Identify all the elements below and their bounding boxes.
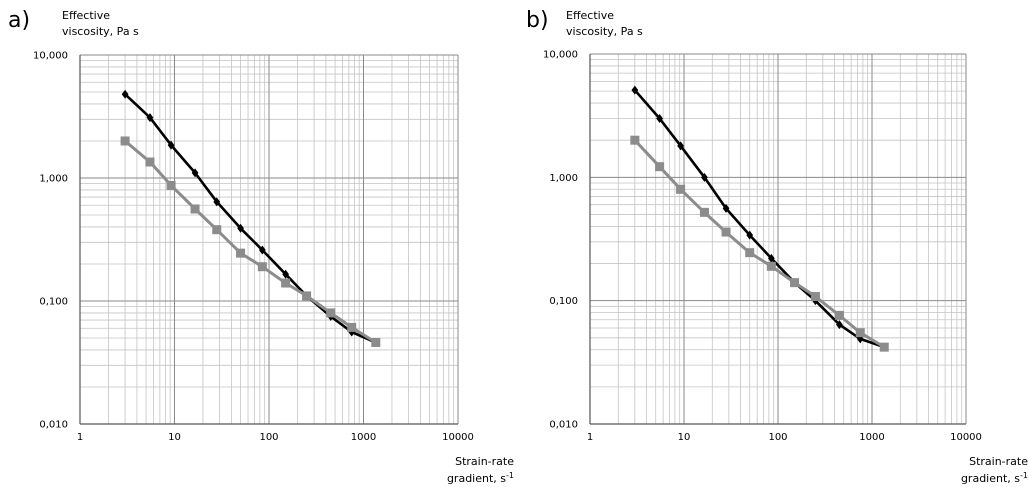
x-tick-label: 1000	[351, 432, 376, 443]
y-axis-label: Effective viscosity, Pa s	[62, 8, 139, 40]
data-point	[213, 197, 221, 207]
series-line	[633, 89, 885, 349]
plot-area: 1 10 100 1000 10000 0,010 0,100 1,000 10,000	[543, 50, 982, 444]
data-point	[766, 261, 776, 271]
grid	[589, 53, 967, 425]
x-axis-label-line-2: gradient, s-1	[944, 469, 1028, 486]
data-point	[281, 278, 291, 288]
x-axis-label-line-2: gradient, s-1	[430, 469, 514, 486]
y-axis-label: Effective viscosity, Pa s	[566, 8, 643, 40]
data-point	[701, 172, 708, 182]
x-axis-label-line-1: Strain-rate	[969, 455, 1028, 468]
chart-panel-a: a) Effective viscosity, Pa s 1 10 100 1000 1…	[0, 0, 514, 487]
grid	[79, 54, 459, 425]
data-point	[120, 136, 130, 146]
y-tick-label: 10,000	[33, 51, 68, 62]
data-point	[302, 291, 312, 301]
series-line	[124, 93, 377, 344]
data-point	[834, 310, 844, 320]
data-point	[746, 230, 754, 240]
y-axis-label-line-2: viscosity, Pa s	[62, 25, 139, 38]
data-point	[721, 227, 731, 237]
x-axis-label-line-1: Strain-rate	[455, 455, 514, 468]
y-tick-label: 1,000	[39, 174, 68, 185]
data-point	[631, 85, 639, 95]
x-tick-label: 100	[259, 432, 278, 443]
data-point	[237, 223, 244, 233]
data-point	[146, 113, 154, 123]
y-tick-label: 0,100	[39, 297, 68, 308]
data-point	[745, 248, 755, 258]
data-point	[258, 245, 266, 255]
data-point	[630, 135, 640, 145]
y-tick-label: 0,100	[549, 296, 578, 307]
y-tick-label: 1,000	[549, 173, 578, 184]
x-tick-label: 10000	[442, 432, 474, 443]
x-tick-label: 10	[168, 432, 181, 443]
x-tick-label: 1000	[859, 432, 884, 443]
series-1	[631, 85, 888, 352]
x-tick-label: 10000	[950, 432, 982, 443]
data-point	[121, 89, 129, 99]
x-axis-unit-exponent: -1	[506, 471, 514, 480]
data-point	[879, 342, 889, 352]
data-point	[656, 113, 663, 123]
data-point	[166, 180, 176, 190]
data-point	[282, 269, 290, 279]
series-2	[630, 135, 889, 352]
data-point	[212, 225, 222, 235]
data-point	[236, 248, 246, 258]
data-point	[347, 322, 357, 332]
x-tick-label: 10	[678, 432, 691, 443]
x-axis-label: Strain-rate gradient, s-1	[430, 455, 514, 486]
data-point	[836, 320, 843, 330]
x-tick-label: 1	[77, 432, 83, 443]
x-axis-unit-exponent: -1	[1020, 471, 1028, 480]
y-tick-label: 10,000	[543, 50, 578, 61]
data-point	[767, 253, 775, 263]
data-point	[167, 140, 175, 150]
data-point	[722, 203, 730, 213]
data-point	[810, 292, 820, 302]
x-tick-label: 1	[587, 432, 593, 443]
x-axis-unit: gradient, s	[960, 472, 1021, 485]
series-1	[121, 89, 380, 347]
plot-area: 1 10 100 1000 10000 0,010 0,100 1,000 10,000	[33, 51, 474, 444]
chart-panel-b: b) Effective viscosity, Pa s 1 10 100 1000 1…	[514, 0, 1028, 487]
data-point	[676, 184, 686, 194]
series-line	[633, 139, 886, 349]
y-axis-label-line-1: Effective	[566, 9, 614, 22]
data-point	[655, 162, 665, 172]
series-line	[124, 139, 377, 344]
data-point	[855, 328, 865, 338]
data-point	[326, 308, 336, 318]
y-tick-label: 0,010	[549, 420, 578, 431]
x-axis-label: Strain-rate gradient, s-1	[944, 455, 1028, 486]
data-point	[699, 207, 709, 217]
x-tick-label: 100	[768, 432, 787, 443]
data-point	[371, 337, 381, 347]
y-tick-label: 0,010	[39, 420, 68, 431]
y-axis-label-line-2: viscosity, Pa s	[566, 25, 643, 38]
data-point	[257, 262, 267, 272]
series-2	[120, 136, 381, 347]
data-point	[677, 141, 684, 151]
data-point	[145, 157, 155, 167]
panel-label: b)	[526, 8, 549, 33]
panel-label: a)	[8, 8, 31, 33]
data-point	[790, 278, 800, 288]
data-point	[190, 204, 200, 214]
y-axis-label-line-1: Effective	[62, 9, 110, 22]
x-axis-unit: gradient, s	[446, 472, 507, 485]
data-point	[191, 168, 199, 178]
